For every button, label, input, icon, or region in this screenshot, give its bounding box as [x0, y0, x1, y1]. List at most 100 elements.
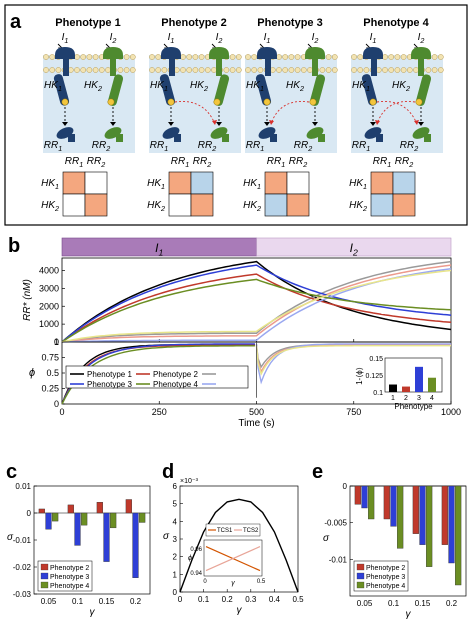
rr1-domain	[270, 134, 277, 142]
phi-legend: Phenotype 1 Phenotype 2 Phenotype 3 Phenoty…	[65, 365, 249, 389]
input-bar-i1-label: I1	[155, 241, 163, 258]
membrane-bead	[351, 54, 357, 60]
inset-y-tick-label: 0.125	[365, 373, 383, 380]
membrane-bead	[86, 54, 93, 60]
arrowhead	[375, 120, 380, 125]
matrix-row-hk1: HK1	[349, 178, 367, 191]
matrix-row-hk1: HK1	[41, 178, 59, 191]
x-tick-label: 500	[249, 407, 264, 417]
hk2-phosphate	[309, 98, 317, 106]
membrane-bead	[198, 54, 205, 60]
membrane-bead	[80, 54, 87, 60]
inset-bar-4	[428, 377, 436, 392]
y-tick-label: -0.03	[13, 590, 32, 599]
membrane-bead	[186, 54, 193, 60]
input-1-label: I1	[62, 32, 69, 45]
membrane-bead	[92, 54, 99, 60]
bar-2-0.05	[38, 508, 45, 514]
membrane-bead	[406, 67, 413, 73]
membrane-bead	[86, 67, 93, 73]
matrix-row-hk1: HK1	[147, 178, 165, 191]
bar-3-0.05	[361, 485, 368, 509]
membrane-bead	[394, 54, 401, 60]
legend-label: Phenotype 3	[366, 574, 405, 581]
inset-x-tick-label: 2	[404, 395, 408, 402]
membrane-bead	[49, 67, 56, 73]
legend-label: Phenotype 2	[50, 565, 89, 572]
rr2-curve-2	[61, 264, 452, 343]
hk2-phosphate	[213, 98, 221, 106]
matrix-col-rr2: RR2	[87, 156, 105, 169]
membrane-bead	[257, 67, 264, 73]
membrane-bead	[388, 67, 395, 73]
x-tick-label: 0.4	[269, 595, 281, 604]
crosstalk-hk1-rr2-arrow	[376, 101, 418, 125]
matrix-col-rr1: RR1	[171, 156, 189, 169]
y-axis-label: σ	[163, 531, 170, 542]
bar-2-0.05	[354, 485, 361, 505]
inset-bar-2	[402, 386, 410, 392]
input-1-label: I1	[168, 32, 175, 45]
membrane-bead	[363, 67, 370, 73]
membrane-bead	[400, 67, 407, 73]
y-tick-label: 2000	[39, 301, 59, 311]
matrix-row-hk2: HK2	[147, 200, 165, 213]
phenotype-title: Phenotype 2	[161, 17, 226, 29]
rr2-domain	[116, 134, 123, 142]
y-tick-label: 4	[173, 517, 178, 526]
membrane-bead	[235, 67, 242, 73]
phenotype-title: Phenotype 1	[55, 17, 120, 29]
membrane-bead	[180, 67, 186, 73]
rr2-curve-1	[61, 260, 452, 343]
membrane-bead	[251, 54, 258, 60]
membrane-bead	[80, 67, 87, 73]
membrane-bead	[382, 67, 388, 73]
bar-4-0.1	[81, 512, 88, 526]
membrane-bead	[229, 54, 236, 60]
inset-y-tick-label: 0.15	[369, 356, 383, 363]
hk2-label: HK2	[286, 80, 304, 93]
matrix-cell	[392, 171, 416, 195]
bar-3-0.15	[103, 512, 110, 562]
hk1-stem	[63, 58, 69, 76]
hk1-sensor	[55, 47, 75, 59]
hk1-stem	[371, 58, 377, 76]
bar-2-0.2	[441, 485, 448, 545]
hk1-label: HK1	[150, 80, 168, 93]
membrane-bead	[437, 67, 444, 73]
panel-b-letter: b	[8, 235, 20, 257]
y-tick-label: -0.005	[324, 519, 347, 528]
hk2-sensor	[209, 47, 229, 59]
panel-c: 0.01 0 -0.01 -0.02 -0.03 0.05 0.1 0.15 0.2 γ σ Phen…	[7, 482, 151, 618]
bar-3-0.05	[45, 512, 52, 530]
membrane-bead	[192, 67, 199, 73]
arrowhead	[212, 120, 217, 125]
phi-curve-i1-3	[61, 343, 255, 405]
membrane-bead	[161, 67, 168, 73]
matrix-cell	[168, 193, 192, 217]
membrane-bead	[431, 54, 438, 60]
legend-box	[65, 365, 249, 389]
membrane-bead	[413, 67, 419, 73]
input-2-label: I2	[312, 32, 319, 45]
rr1-curve-1	[61, 260, 452, 343]
arrowhead	[370, 122, 376, 126]
arrowhead	[269, 120, 274, 125]
rr1-domain	[68, 134, 75, 142]
hk1-phosphate	[167, 98, 175, 106]
x-axis-label: γ	[90, 607, 96, 618]
arrowhead	[216, 122, 222, 126]
legend-label: Phenotype 3	[50, 574, 89, 581]
arrowhead	[414, 120, 419, 125]
inset-x-tick-label: 3	[417, 395, 421, 402]
membrane-bead	[294, 54, 301, 60]
y-tick-label: 0	[54, 399, 59, 409]
bar-3-0.2	[132, 512, 139, 579]
membrane-bead	[357, 67, 364, 73]
rr1-label: RR1	[246, 140, 264, 153]
matrix-row-hk1: HK1	[243, 178, 261, 191]
membrane-bead	[282, 54, 289, 60]
y-tick-label: 1	[54, 337, 59, 347]
x-tick-label: 0.05	[41, 597, 57, 606]
membrane-bead	[211, 67, 217, 73]
